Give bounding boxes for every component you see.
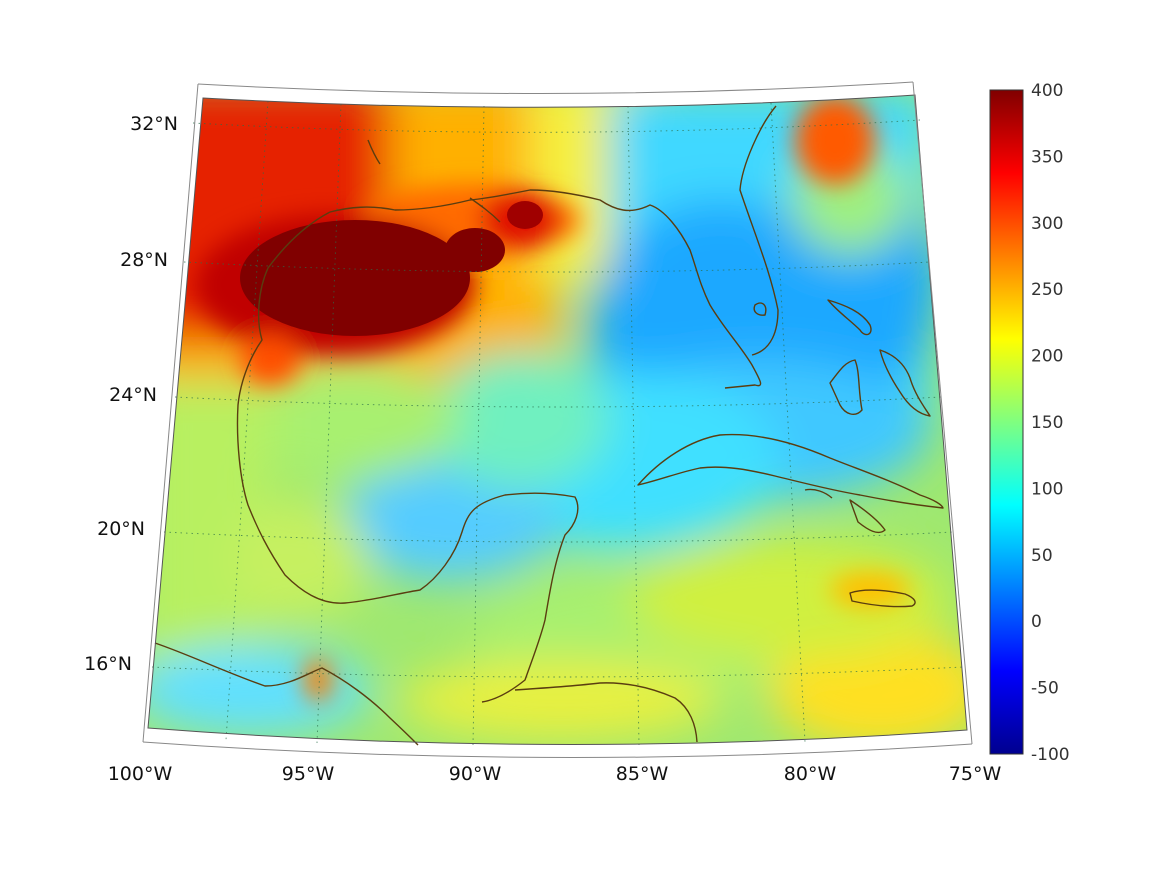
colorbar-tick-label: 50 <box>1031 546 1053 566</box>
latitude-label: 16°N <box>84 653 132 675</box>
latitude-label: 28°N <box>120 249 168 271</box>
map-frame <box>142 81 973 759</box>
colorbar-tick-labels: 400 350 300 250 200 150 100 50 0 -50 -100 <box>1031 81 1070 765</box>
colorbar-tick-label: 300 <box>1031 214 1063 234</box>
latitude-label: 20°N <box>97 518 145 540</box>
longitude-label: 85°W <box>616 763 669 785</box>
longitude-label: 90°W <box>449 763 502 785</box>
colorbar-tick-label: 400 <box>1031 81 1063 101</box>
latitude-labels: 32°N 28°N 24°N 20°N 16°N <box>84 113 178 675</box>
colorbar-tick-label: 0 <box>1031 612 1042 632</box>
colorbar-tick-label: -50 <box>1031 679 1059 699</box>
colorbar-tick-label: -100 <box>1031 745 1070 765</box>
longitude-label: 100°W <box>108 763 173 785</box>
colorbar-tick-label: 200 <box>1031 347 1063 367</box>
heatmap-field <box>148 95 967 745</box>
longitude-labels: 100°W 95°W 90°W 85°W 80°W 75°W <box>108 763 1002 785</box>
colorbar-tick-label: 150 <box>1031 413 1063 433</box>
graticule <box>151 100 964 746</box>
longitude-label: 75°W <box>949 763 1002 785</box>
longitude-label: 95°W <box>282 763 335 785</box>
colorbar-gradient <box>989 89 1024 755</box>
colorbar-tick-label: 100 <box>1031 479 1063 499</box>
colorbar <box>989 89 1024 755</box>
longitude-label: 80°W <box>784 763 837 785</box>
colorbar-tick-label: 350 <box>1031 147 1063 167</box>
coastlines <box>154 105 944 746</box>
colorbar-tick-label: 250 <box>1031 280 1063 300</box>
latitude-label: 24°N <box>109 384 157 406</box>
latitude-label: 32°N <box>130 113 178 135</box>
